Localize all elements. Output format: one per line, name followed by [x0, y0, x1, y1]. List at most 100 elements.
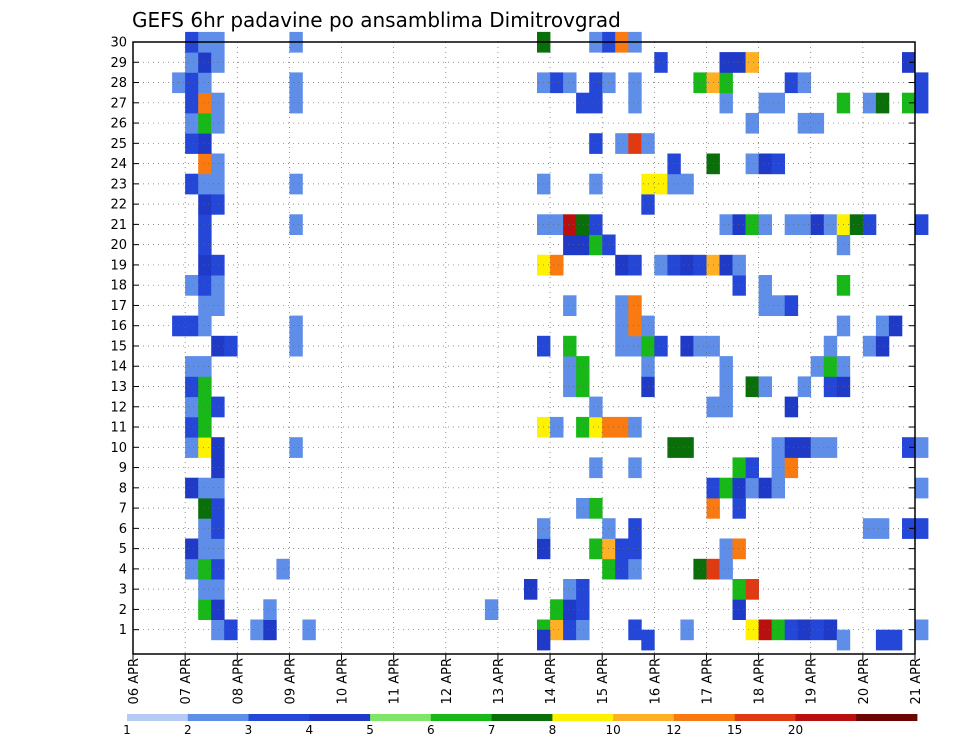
- heatmap-cell: [810, 437, 825, 458]
- heatmap-cell: [784, 295, 799, 316]
- heatmap-cell: [732, 477, 746, 499]
- x-tick-label: 10 APR: [336, 658, 351, 704]
- heatmap-cell: [719, 92, 733, 114]
- colorbar-swatch: [248, 714, 310, 721]
- heatmap-cell: [719, 214, 733, 235]
- y-tick-label: 7: [119, 502, 127, 517]
- heatmap-cell: [211, 173, 225, 195]
- heatmap-cell: [198, 295, 212, 316]
- y-tick-label: 20: [110, 238, 127, 253]
- heatmap-cell: [875, 518, 890, 539]
- heatmap-cell: [198, 214, 212, 235]
- heatmap-cell: [563, 599, 577, 620]
- heatmap-cell: [211, 396, 225, 418]
- heatmap-cell: [615, 538, 629, 560]
- colorbar-swatch: [734, 714, 796, 721]
- heatmap-cell: [862, 335, 877, 357]
- heatmap-cell: [289, 72, 303, 94]
- heatmap-cell: [797, 112, 812, 134]
- heatmap-cell: [211, 599, 225, 620]
- heatmap-cell: [198, 498, 212, 519]
- heatmap-cell: [797, 437, 812, 458]
- heatmap-cell: [263, 599, 277, 620]
- heatmap-cell: [589, 92, 603, 114]
- y-tick-label: 4: [119, 562, 127, 577]
- colorbar-swatch: [187, 714, 249, 721]
- colorbar-swatch: [856, 714, 918, 721]
- y-tick-label: 14: [110, 360, 127, 375]
- heatmap-cell: [185, 396, 199, 418]
- heatmap-cell: [667, 254, 681, 276]
- heatmap-cell: [875, 315, 890, 337]
- heatmap-cell: [576, 579, 590, 600]
- colorbar-swatch: [613, 714, 675, 721]
- heatmap-cell: [185, 112, 199, 134]
- heatmap-cell: [654, 52, 668, 73]
- x-tick-label: 08 APR: [231, 658, 246, 704]
- x-tick-label: 12 APR: [440, 658, 455, 704]
- heatmap-cell: [628, 558, 642, 580]
- heatmap-cell: [211, 538, 225, 560]
- heatmap-cell: [550, 254, 564, 276]
- heatmap-cell: [537, 629, 551, 651]
- y-tick-label: 12: [110, 400, 127, 415]
- heatmap-cell: [550, 619, 564, 641]
- heatmap-cell: [615, 133, 629, 154]
- heatmap-cell: [211, 457, 225, 479]
- heatmap-cell: [628, 457, 642, 479]
- colorbar-label: 6: [427, 723, 435, 737]
- heatmap-cell: [641, 629, 655, 651]
- heatmap-cell: [810, 619, 825, 641]
- heatmap-cell: [289, 214, 303, 235]
- heatmap-cell: [198, 72, 212, 94]
- y-tick-label: 15: [110, 339, 127, 354]
- heatmap-cell: [563, 376, 577, 398]
- heatmap-cell: [732, 579, 746, 600]
- heatmap-cell: [185, 315, 199, 337]
- heatmap-cell: [862, 518, 877, 539]
- heatmap-cell: [719, 376, 733, 398]
- heatmap-cell: [615, 254, 629, 276]
- heatmap-cell: [198, 599, 212, 620]
- heatmap-cell: [550, 72, 564, 94]
- heatmap-cell: [745, 214, 759, 235]
- heatmap-cell: [198, 173, 212, 195]
- colorbar-label: 12: [666, 723, 681, 737]
- heatmap-cell: [563, 356, 577, 377]
- heatmap-cell: [758, 92, 772, 114]
- heatmap-cell: [732, 498, 746, 519]
- heatmap-cell: [732, 214, 746, 235]
- heatmap-cell: [732, 538, 746, 560]
- heatmap-cell: [263, 619, 277, 641]
- heatmap-cell: [576, 416, 590, 438]
- y-tick-label: 16: [110, 319, 127, 334]
- y-tick-label: 19: [110, 258, 127, 273]
- heatmap-cell: [628, 295, 642, 316]
- x-tick-label: 21 APR: [909, 658, 924, 704]
- heatmap-cell: [628, 133, 642, 154]
- heatmap-cell: [211, 194, 225, 215]
- heatmap-cell: [563, 619, 577, 641]
- heatmap-cell: [589, 133, 603, 154]
- heatmap-cell: [576, 92, 590, 114]
- heatmap-cell: [198, 92, 212, 114]
- heatmap-cell: [693, 335, 707, 357]
- heatmap-cell: [719, 477, 733, 499]
- chart-title: GEFS 6hr padavine po ansamblima Dimitrov…: [132, 8, 621, 32]
- y-tick-label: 13: [110, 380, 127, 395]
- heatmap-cell: [915, 518, 929, 539]
- y-tick-label: 25: [110, 137, 127, 152]
- heatmap-cell: [719, 254, 733, 276]
- heatmap-cell: [667, 173, 681, 195]
- heatmap-cell: [823, 376, 838, 398]
- heatmap-cell: [563, 295, 577, 316]
- heatmap-cell: [615, 295, 629, 316]
- heatmap-cell: [185, 437, 199, 458]
- heatmap-cell: [628, 518, 642, 539]
- y-tick-label: 8: [119, 481, 127, 496]
- heatmap-cell: [224, 335, 238, 357]
- colorbar-swatch: [309, 714, 371, 721]
- heatmap-cell: [745, 579, 759, 600]
- y-tick-label: 11: [110, 421, 127, 436]
- y-tick-label: 1: [119, 623, 127, 638]
